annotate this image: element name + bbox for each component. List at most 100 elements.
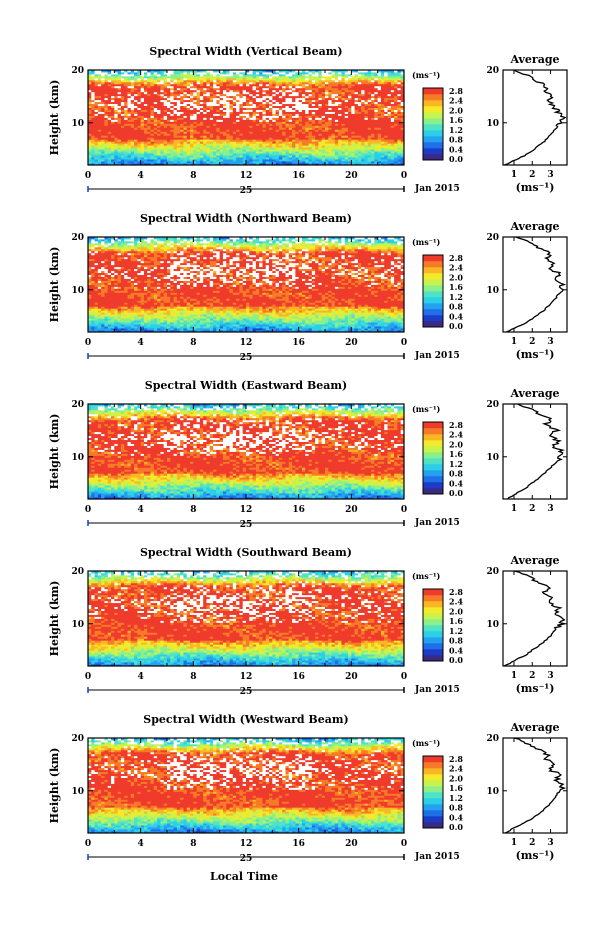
heatmap-cell (114, 151, 119, 154)
heatmap-cell (301, 141, 306, 144)
heatmap-cell (160, 117, 165, 120)
heatmap-cell (298, 123, 303, 126)
heatmap-cell (157, 89, 161, 93)
heatmap-cell (193, 71, 198, 75)
heatmap-cell (153, 123, 158, 126)
heatmap-cell (104, 73, 109, 77)
heatmap-cell (91, 75, 95, 79)
heatmap-cell (282, 103, 286, 107)
heatmap-cell (137, 115, 142, 118)
heatmap-cell (183, 159, 188, 162)
heatmap-cell (167, 139, 171, 142)
heatmap-cell (160, 111, 165, 114)
heatmap-cell (134, 71, 138, 75)
heatmap-cell (259, 115, 263, 118)
heatmap-cell (147, 133, 151, 136)
heatmap-cell (97, 141, 102, 144)
heatmap-cell (114, 71, 119, 75)
heatmap-cell (120, 129, 125, 132)
heatmap-cell (150, 137, 155, 140)
heatmap-cell (97, 159, 102, 162)
heatmap-cell (292, 99, 296, 103)
heatmap-cell (282, 107, 286, 110)
heatmap-cell (97, 109, 102, 112)
heatmap-cell (199, 101, 204, 105)
heatmap-cell (134, 161, 138, 164)
heatmap-cell (298, 163, 303, 166)
heatmap-cell (167, 129, 171, 132)
heatmap-cell (249, 135, 253, 138)
heatmap-cell (134, 139, 138, 142)
heatmap-cell (236, 133, 240, 136)
heatmap-cell (101, 131, 105, 134)
heatmap-cell (134, 125, 138, 128)
heatmap-cell (236, 109, 240, 112)
heatmap-cell (262, 117, 267, 120)
heatmap-cell (242, 73, 247, 77)
heatmap-cell (232, 95, 237, 99)
heatmap-cell (137, 71, 142, 75)
heatmap-cell (222, 115, 227, 118)
heatmap-cell (91, 103, 95, 107)
heatmap-cell (104, 75, 109, 79)
heatmap-cell (269, 129, 273, 132)
heatmap-cell (199, 97, 204, 101)
heatmap-cell (111, 161, 115, 164)
heatmap-cell (209, 131, 214, 134)
heatmap-cell (301, 143, 306, 146)
heatmap-cell (157, 125, 161, 128)
heatmap-cell (88, 115, 92, 118)
heatmap-cell (176, 75, 181, 79)
heatmap-cell (262, 79, 267, 83)
heatmap-cell (226, 75, 230, 79)
heatmap-cell (153, 159, 158, 162)
heatmap-cell (94, 145, 99, 148)
heatmap-cell (196, 103, 201, 107)
heatmap-cell (216, 139, 221, 142)
heatmap-cell (265, 107, 270, 110)
heatmap-cell (196, 79, 201, 83)
heatmap-cell (203, 87, 207, 91)
heatmap-cell (170, 73, 174, 77)
heatmap-cell (117, 155, 122, 158)
heatmap-cell (88, 85, 92, 89)
heatmap-cell (120, 87, 125, 91)
heatmap-cell (176, 113, 181, 116)
heatmap-cell (170, 97, 174, 101)
heatmap-cell (157, 70, 161, 73)
heatmap-cell (216, 161, 221, 164)
heatmap-cell (285, 145, 290, 148)
heatmap-cell (219, 111, 224, 114)
heatmap-cell (180, 101, 184, 105)
heatmap-cell (282, 133, 286, 136)
heatmap-cell (278, 103, 283, 107)
colorbar-tick-label: 1.2 (449, 125, 463, 135)
heatmap-cell (226, 113, 230, 116)
heatmap-cell (114, 123, 119, 126)
heatmap-cell (196, 161, 201, 164)
heatmap-cell (88, 139, 92, 142)
heatmap-cell (301, 129, 306, 132)
heatmap-cell (249, 107, 253, 110)
heatmap-cell (236, 155, 240, 158)
heatmap-cell (170, 163, 174, 166)
heatmap-cell (157, 139, 161, 142)
heatmap-cell (163, 121, 168, 124)
heatmap-cell (120, 163, 125, 166)
heatmap-cell (143, 71, 148, 75)
colorbar-swatch (423, 88, 443, 95)
heatmap-cell (111, 71, 115, 75)
heatmap-cell (180, 141, 184, 144)
heatmap-cell (91, 107, 95, 110)
heatmap-cell (111, 151, 115, 154)
heatmap-cell (173, 83, 178, 87)
heatmap-cell (137, 125, 142, 128)
heatmap-cell (107, 139, 112, 142)
heatmap-cell (282, 157, 286, 160)
heatmap-cell (285, 137, 290, 140)
heatmap-cell (180, 153, 184, 156)
heatmap-cell (269, 97, 273, 101)
heatmap-cell (170, 95, 174, 99)
heatmap-cell (101, 95, 105, 99)
heatmap-cell (160, 125, 165, 128)
